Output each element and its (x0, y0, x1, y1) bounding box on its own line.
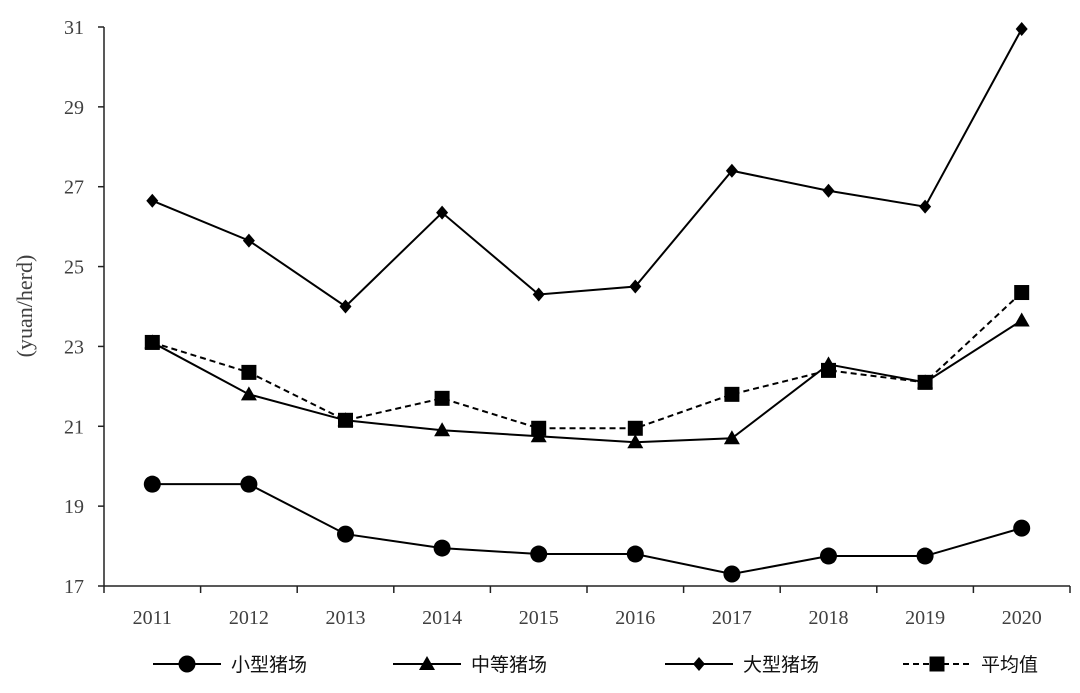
series-2-point-2020 (1013, 312, 1030, 327)
series-1-point-2015 (530, 545, 548, 563)
y-tick-label-19: 19 (64, 496, 84, 518)
legend-label-2: 中等猪场 (471, 654, 547, 676)
series-1-point-2014 (433, 539, 451, 557)
series-1-line (152, 483, 1022, 576)
legend-marker-4 (929, 656, 945, 672)
series-3-point-2013 (339, 299, 352, 314)
series-4-point-2016 (627, 420, 643, 436)
legend-item-1: 小型猪场 (153, 654, 307, 676)
x-tick-label-2014: 2014 (422, 607, 462, 629)
legend-item-2: 中等猪场 (393, 654, 547, 676)
y-tick-label-21: 21 (64, 416, 84, 438)
legend-marker-2 (419, 656, 435, 670)
series-2-point-2017 (723, 430, 740, 445)
series-3-point-2015 (532, 287, 545, 302)
series-4-point-2018 (821, 362, 836, 378)
series-3-point-2016 (629, 279, 642, 294)
series-1-point-2013 (337, 525, 354, 543)
y-tick-label-27: 27 (64, 177, 84, 199)
legend-item-3: 大型猪场 (665, 654, 819, 676)
series-3-point-2017 (725, 163, 738, 178)
series-3-point-2012 (242, 233, 255, 248)
x-tick-label-2015: 2015 (519, 607, 559, 629)
x-tick-label-2012: 2012 (229, 607, 269, 629)
x-axis-ticks: 2011 2012 2013 2014 2015 2016 2017 2018 2019 2020 (103, 586, 1071, 629)
series-4-point-2011 (144, 334, 160, 350)
legend-item-4: 平均值 (903, 654, 1038, 676)
series-4-point-2015 (531, 420, 547, 436)
series-layer (143, 21, 1031, 583)
series-1-point-2012 (240, 475, 258, 493)
series-4-point-2019 (917, 374, 933, 390)
legend-marker-3 (693, 657, 705, 671)
y-tick-label-29: 29 (64, 97, 84, 119)
x-tick-label-2020: 2020 (1002, 607, 1042, 629)
series-1 (143, 475, 1031, 583)
legend-label-3: 大型猪场 (743, 654, 819, 676)
series-4-line (152, 291, 1023, 430)
series-3-point-2019 (919, 199, 932, 214)
series-2-point-2012 (240, 386, 257, 401)
series-4-point-2013 (338, 412, 353, 428)
series-3-point-2020 (1015, 21, 1028, 36)
series-1-point-2017 (723, 565, 741, 583)
series-4-point-2020 (1014, 285, 1030, 301)
series-4-point-2014 (434, 390, 450, 406)
series-2-point-2014 (434, 422, 451, 437)
y-tick-label-23: 23 (64, 336, 84, 358)
series-2 (144, 312, 1030, 449)
series-3-line (151, 28, 1023, 308)
series-1-point-2018 (820, 547, 837, 565)
legend-label-1: 小型猪场 (231, 654, 307, 676)
y-tick-label-25: 25 (64, 257, 84, 279)
series-3-point-2014 (436, 205, 449, 220)
series-4 (144, 285, 1030, 436)
x-tick-label-2019: 2019 (905, 607, 945, 629)
series-4-point-2012 (241, 364, 257, 380)
legend-marker-1 (178, 655, 196, 673)
series-3 (146, 21, 1028, 314)
series-1-point-2016 (626, 545, 644, 563)
series-2-line (151, 319, 1023, 444)
series-1-point-2011 (143, 475, 161, 493)
x-tick-label-2017: 2017 (712, 607, 752, 629)
series-2-point-2016 (627, 434, 644, 449)
x-tick-label-2013: 2013 (326, 607, 366, 629)
x-tick-label-2016: 2016 (615, 607, 655, 629)
x-tick-label-2018: 2018 (809, 607, 849, 629)
series-1-point-2019 (916, 547, 934, 565)
legend-label-4: 平均值 (981, 654, 1038, 676)
y-tick-label-17: 17 (64, 576, 84, 598)
series-3-point-2011 (146, 193, 159, 208)
series-4-point-2017 (724, 386, 740, 402)
x-tick-label-2011: 2011 (133, 607, 172, 629)
series-3-point-2018 (822, 183, 835, 198)
y-tick-label-31: 31 (64, 17, 84, 39)
y-axis-title: (yuan/herd) (12, 255, 37, 358)
series-1-point-2020 (1013, 519, 1031, 537)
legend: 小型猪场 中等猪场 大型猪场 平均值 (153, 654, 1038, 676)
y-axis-ticks: 17 19 21 23 25 27 29 31 (64, 17, 104, 598)
